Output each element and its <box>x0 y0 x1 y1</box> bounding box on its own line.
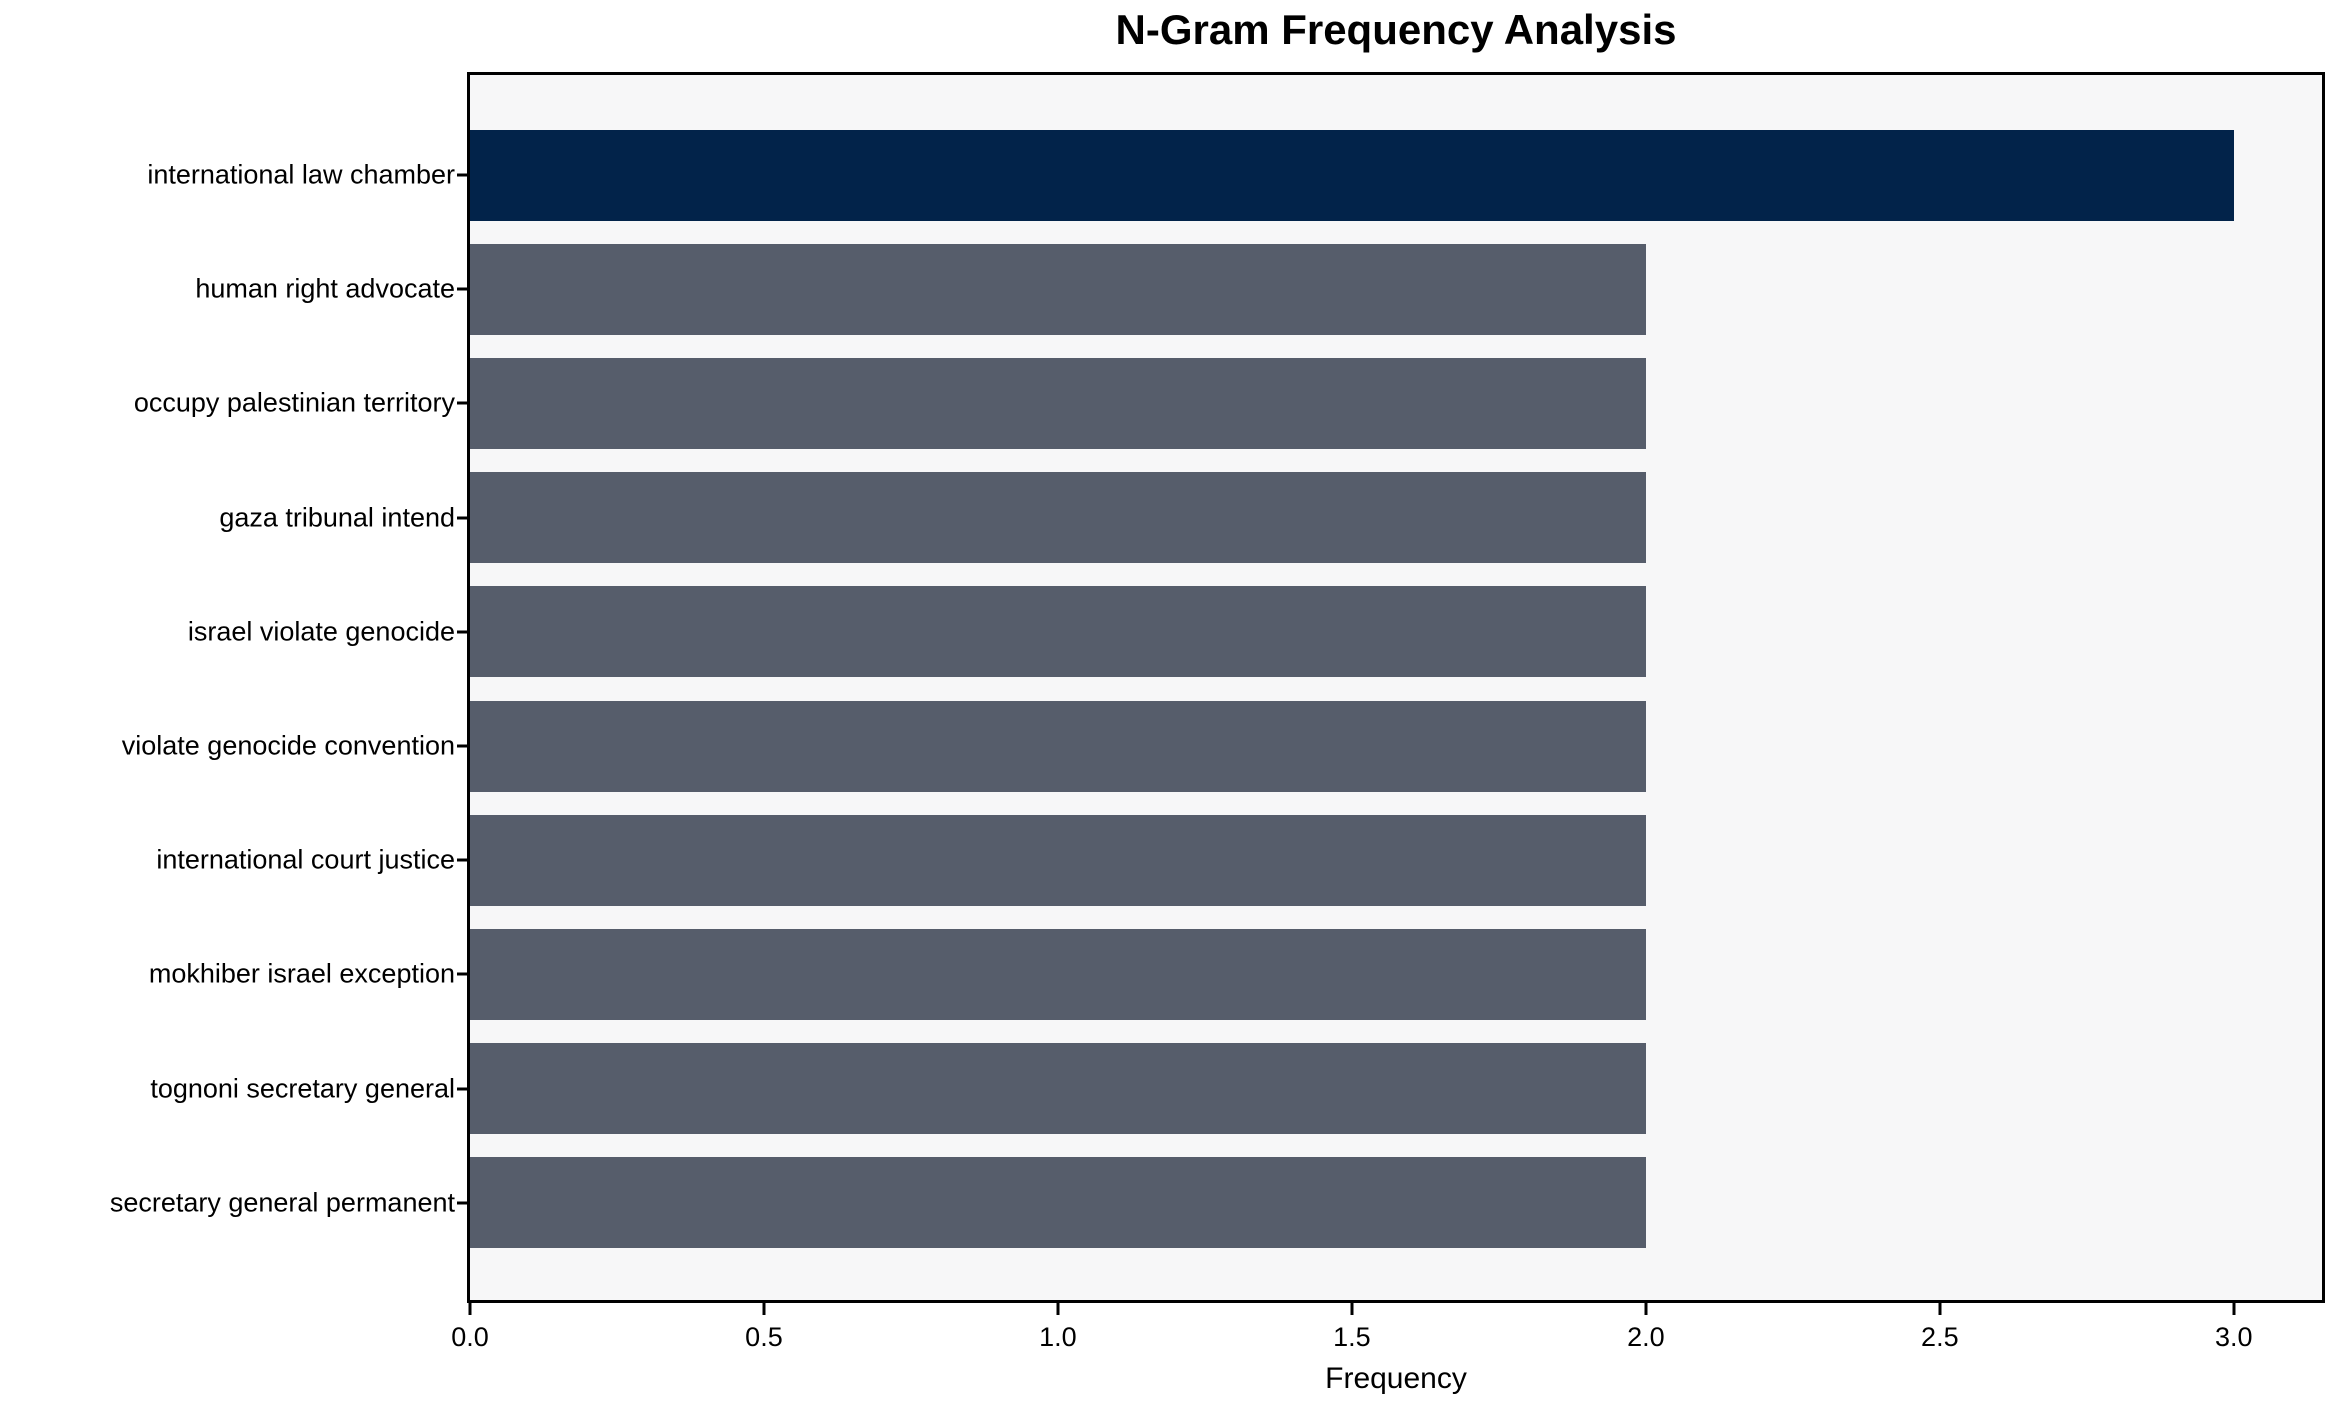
x-tick-mark <box>2232 1303 2236 1315</box>
y-tick-mark <box>457 1201 467 1205</box>
x-tick-mark <box>762 1303 766 1315</box>
y-tick-mark <box>457 1087 467 1091</box>
bar-secretary-general-permanent <box>470 1157 1646 1249</box>
y-tick-label: occupy palestinian territory <box>133 387 455 418</box>
x-tick-label: 1.0 <box>1039 1322 1077 1352</box>
x-tick-label: 2.0 <box>1627 1322 1665 1352</box>
y-tick-mark <box>457 744 467 748</box>
y-tick-label: gaza tribunal intend <box>219 502 455 533</box>
y-tick-mark <box>457 516 467 520</box>
x-tick-label: 3.0 <box>2215 1322 2253 1352</box>
y-tick-mark <box>457 858 467 862</box>
y-tick-mark <box>457 401 467 405</box>
x-axis-label: Frequency <box>1325 1362 1467 1395</box>
bar-international-court-justice <box>470 814 1646 906</box>
bar-human-right-advocate <box>470 243 1646 335</box>
y-tick-label: mokhiber israel exception <box>148 958 455 989</box>
x-tick-label: 0.5 <box>745 1322 783 1352</box>
y-tick-label: violate genocide convention <box>121 730 455 761</box>
bar-international-law-chamber <box>470 129 2234 221</box>
x-tick-mark <box>1644 1303 1648 1315</box>
bar-tognoni-secretary-general <box>470 1043 1646 1135</box>
y-tick-mark <box>457 287 467 291</box>
y-tick-mark <box>457 173 467 177</box>
plot-area <box>467 72 2325 1303</box>
bar-occupy-palestinian-territory <box>470 357 1646 449</box>
y-tick-label: secretary general permanent <box>109 1187 455 1218</box>
x-tick-mark <box>1938 1303 1942 1315</box>
x-tick-mark <box>1056 1303 1060 1315</box>
x-tick-mark <box>468 1303 472 1315</box>
y-tick-label: tognoni secretary general <box>150 1073 455 1104</box>
x-tick-label: 2.5 <box>1921 1322 1959 1352</box>
x-tick-mark <box>1350 1303 1354 1315</box>
y-tick-label: international law chamber <box>147 159 455 190</box>
bar-mokhiber-israel-exception <box>470 928 1646 1020</box>
y-tick-label: israel violate genocide <box>187 616 455 647</box>
bar-israel-violate-genocide <box>470 586 1646 678</box>
x-tick-label: 1.5 <box>1333 1322 1371 1352</box>
y-tick-label: human right advocate <box>195 273 455 304</box>
y-tick-mark <box>457 972 467 976</box>
y-tick-label: international court justice <box>156 844 455 875</box>
bar-violate-genocide-convention <box>470 700 1646 792</box>
bar-gaza-tribunal-intend <box>470 472 1646 564</box>
chart-title: N-Gram Frequency Analysis <box>1115 6 1677 53</box>
y-tick-mark <box>457 630 467 634</box>
x-tick-label: 0.0 <box>451 1322 489 1352</box>
